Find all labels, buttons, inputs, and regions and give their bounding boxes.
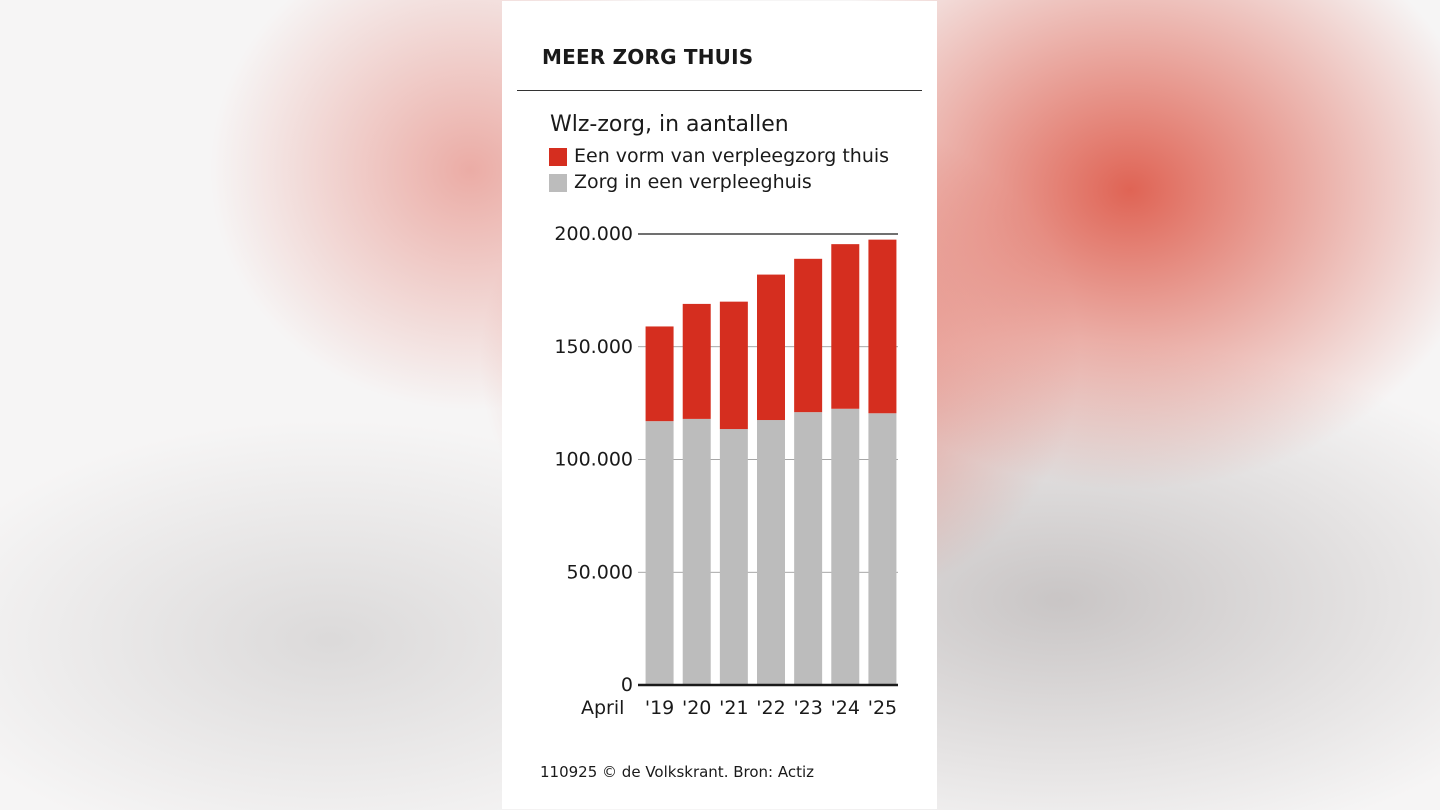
bar-home-care xyxy=(794,258,823,413)
bar-home-care xyxy=(831,244,860,409)
bar-nursing-home xyxy=(645,421,674,685)
header-divider xyxy=(517,90,922,91)
bar-nursing-home xyxy=(719,429,748,685)
x-tick-label: '22 xyxy=(756,697,785,719)
bar-nursing-home xyxy=(682,418,711,685)
x-tick-label: '23 xyxy=(793,697,822,719)
chart-title: Wlz-zorg, in aantallen xyxy=(550,112,789,137)
y-tick-label: 50.000 xyxy=(567,561,633,583)
x-tick-label: '19 xyxy=(645,697,674,719)
bar-nursing-home xyxy=(868,413,897,685)
legend-label-nursing-home: Zorg in een verpleeghuis xyxy=(574,171,812,193)
y-tick-label: 100.000 xyxy=(554,449,633,471)
legend-swatch-home-care xyxy=(549,148,567,166)
bar-home-care xyxy=(868,239,897,414)
x-tick-label: '25 xyxy=(868,697,897,719)
axes: 0 50.000 100.000 150.000 200.000 '19 '20 '21 '22… xyxy=(554,223,898,719)
bar-nursing-home xyxy=(831,408,860,685)
stacked-bar-chart: 0 50.000 100.000 150.000 200.000 '19 '20 '21 '22… xyxy=(554,223,898,719)
x-tick-label: '21 xyxy=(719,697,748,719)
y-tick-label: 200.000 xyxy=(554,223,633,245)
x-tick-label: '20 xyxy=(682,697,711,719)
chart-header-title: MEER ZORG THUIS xyxy=(542,45,754,69)
bar-home-care xyxy=(645,326,674,422)
bar-nursing-home xyxy=(757,420,785,685)
legend-label-home-care: Een vorm van verpleegzorg thuis xyxy=(574,145,890,167)
bar-nursing-home xyxy=(794,412,823,685)
bar-home-care xyxy=(719,301,748,430)
x-axis-label: April xyxy=(581,697,624,719)
chart-card: MEER ZORG THUIS Wlz-zorg, in aantallen E… xyxy=(502,1,937,809)
x-tick-label: '24 xyxy=(831,697,860,719)
source-note: 110925 © de Volkskrant. Bron: Actiz xyxy=(540,763,815,781)
legend-swatch-nursing-home xyxy=(549,174,567,192)
bars xyxy=(645,239,897,685)
y-tick-label: 0 xyxy=(621,674,633,696)
bar-home-care xyxy=(682,303,711,419)
bar-home-care xyxy=(757,274,785,421)
y-tick-label: 150.000 xyxy=(554,336,633,358)
